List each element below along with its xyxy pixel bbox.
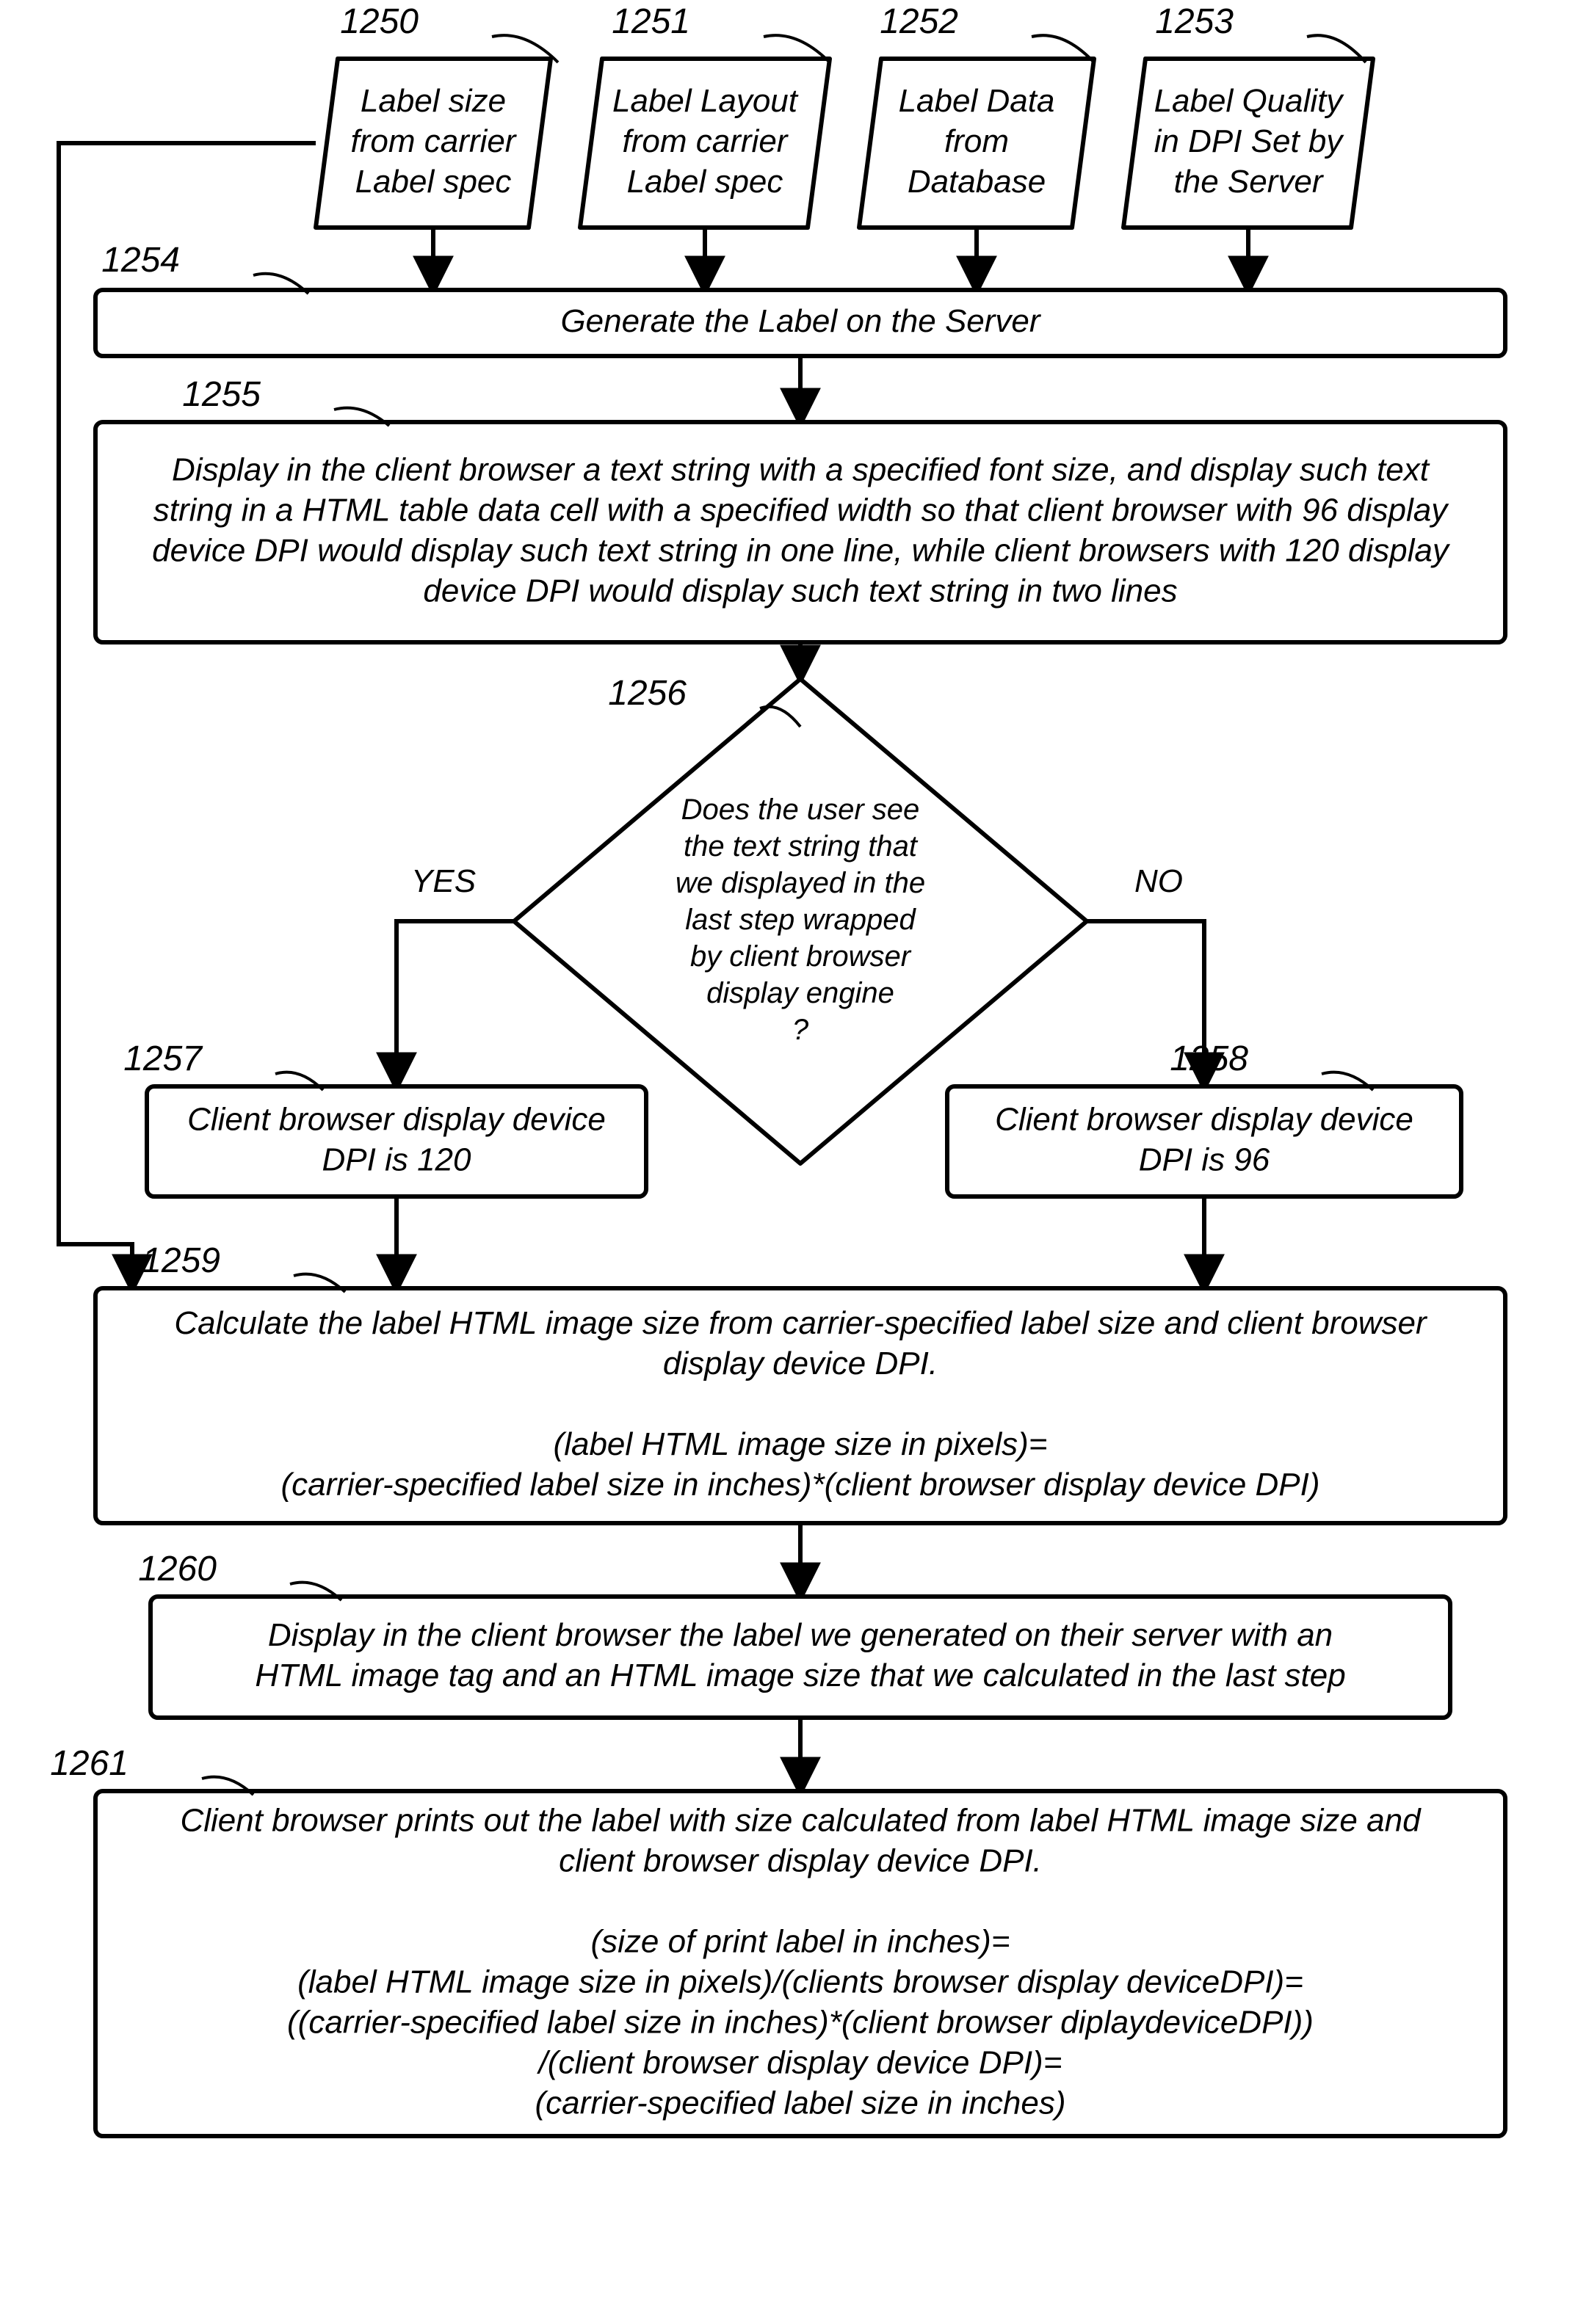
- node-1252: Label Data from Database 1252: [859, 2, 1094, 228]
- node-text-line: Label Layout: [612, 83, 799, 119]
- node-1251: Label Layout from carrier Label spec 1251: [580, 2, 830, 228]
- node-1253: Label Quality in DPI Set by the Server 1253: [1123, 2, 1373, 228]
- node-text-line: Label Data: [899, 83, 1055, 119]
- node-1257: Client browser display device DPI is 120 1…: [123, 1039, 646, 1197]
- node-text-line: Label size: [361, 83, 506, 119]
- node-text-line: Client browser prints out the label with…: [180, 1803, 1422, 1839]
- node-text-line: last step wrapped: [685, 904, 916, 936]
- ref-number: 1252: [880, 2, 958, 41]
- node-text-line: Label Quality: [1154, 83, 1345, 119]
- branch-label: NO: [1134, 863, 1183, 899]
- ref-number: 1254: [101, 241, 180, 280]
- ref-number: 1259: [142, 1241, 220, 1280]
- node-text-line: from carrier: [351, 123, 518, 159]
- node-text-line: Label spec: [627, 164, 783, 200]
- node-text-line: client browser display device DPI.: [559, 1843, 1042, 1879]
- node-text-line: (carrier-specified label size in inches): [535, 2085, 1065, 2121]
- ref-number: 1258: [1170, 1039, 1248, 1078]
- node-1261: Client browser prints out the label with…: [50, 1744, 1505, 2136]
- node-text-line: Generate the Label on the Server: [560, 303, 1041, 339]
- node-text-line: ((carrier-specified label size in inches…: [287, 2005, 1314, 2041]
- node-text-line: from carrier: [623, 123, 789, 159]
- node-text-line: (carrier-specified label size in inches)…: [280, 1467, 1319, 1503]
- edge-n1256-yes: [397, 921, 514, 1086]
- node-text-line: Display in the client browser a text str…: [172, 452, 1430, 488]
- node-text-line: ?: [792, 1014, 809, 1046]
- node-text-line: the text string that: [684, 830, 919, 863]
- node-text-line: DPI is 120: [322, 1142, 472, 1178]
- node-1254: Generate the Label on the Server 1254: [95, 241, 1505, 356]
- node-text-line: device DPI would display such text strin…: [152, 533, 1451, 569]
- node-text-line: Client browser display device: [187, 1102, 606, 1138]
- node-text-line: Calculate the label HTML image size from…: [174, 1305, 1428, 1341]
- node-1258: Client browser display device DPI is 96 12…: [947, 1039, 1461, 1197]
- flowchart-diagram: YES NO Label size from carrier Label spec 125…: [0, 0, 1575, 2324]
- node-1259: Calculate the label HTML image size from…: [95, 1241, 1505, 1523]
- ref-number: 1255: [182, 375, 261, 414]
- node-text-line: Client browser display device: [995, 1102, 1413, 1138]
- ref-number: 1253: [1155, 2, 1234, 41]
- node-1260: Display in the client browser the label …: [138, 1550, 1450, 1718]
- ref-number: 1261: [50, 1744, 128, 1783]
- node-text-line: we displayed in the: [676, 867, 925, 899]
- node-text-line: Does the user see: [681, 794, 920, 826]
- node-text-line: Display in the client browser the label …: [268, 1617, 1333, 1653]
- node-text-line: string in a HTML table data cell with a …: [153, 493, 1449, 529]
- ref-number: 1260: [138, 1550, 217, 1588]
- ref-number: 1257: [123, 1039, 203, 1078]
- ref-number: 1250: [340, 2, 419, 41]
- node-text-line: display engine: [706, 977, 894, 1009]
- node-1250: Label size from carrier Label spec 1250: [316, 2, 558, 228]
- node-text-line: by client browser: [690, 940, 912, 973]
- node-text-line: Database: [908, 164, 1046, 200]
- node-text-line: (label HTML image size in pixels)=: [554, 1426, 1048, 1462]
- node-text-line: DPI is 96: [1139, 1142, 1270, 1178]
- node-text-line: HTML image tag and an HTML image size th…: [255, 1657, 1345, 1693]
- ref-number: 1256: [608, 674, 687, 713]
- branch-label: YES: [411, 863, 476, 899]
- node-text-line: in DPI Set by: [1154, 123, 1345, 159]
- node-text-line: the Server: [1174, 164, 1325, 200]
- node-text-line: (label HTML image size in pixels)/(clien…: [297, 1964, 1303, 2000]
- node-text-line: Label spec: [355, 164, 512, 200]
- node-text-line: from: [944, 123, 1009, 159]
- node-text-line: /(client browser display device DPI)=: [537, 2045, 1062, 2081]
- node-text-line: device DPI would display such text strin…: [423, 573, 1177, 609]
- node-text-line: (size of print label in inches)=: [590, 1924, 1010, 1960]
- ref-number: 1251: [612, 2, 690, 41]
- node-text-line: display device DPI.: [663, 1346, 938, 1381]
